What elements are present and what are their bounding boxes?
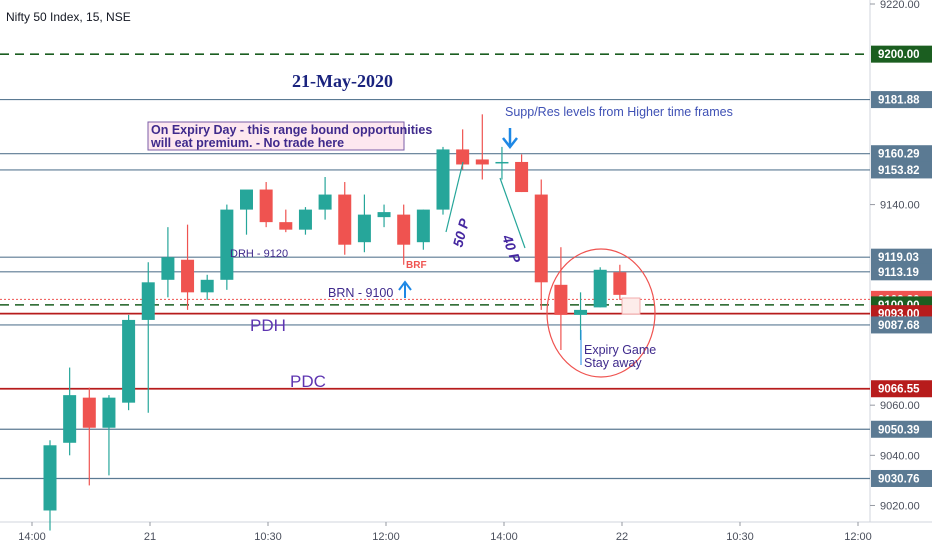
level-label-0: 9200.00 [878,49,920,61]
candle-body-0 [43,445,57,511]
time-tick-label-0: 14:00 [18,531,46,543]
candle-body-14 [318,194,332,210]
arrow-up-icon [398,280,412,298]
candle-body-13 [298,209,312,230]
expiry-note-line1: On Expiry Day - this range bound opportu… [151,123,432,137]
candle-body-24 [515,161,529,193]
candle-body-29 [613,272,627,295]
level-badge-1 [871,91,932,109]
price-tick-label-1: 9040.00 [880,450,920,462]
expiry-game-line2: Stay away [584,356,642,370]
candle-body-17 [377,212,391,218]
expiry-note-line2: will eat premium. - No trade here [150,136,344,150]
level-label-9: 9087.68 [878,320,920,332]
price-tick-label-3: 9140.00 [880,200,920,212]
level-label-4: 9119.03 [878,252,919,264]
candle-body-20 [436,149,450,210]
time-tick-label-7: 12:00 [844,531,872,543]
supp-res-note: Supp/Res levels from Higher time frames [505,105,733,119]
candle-body-2 [82,397,96,428]
expiry-zone-ellipse [546,248,656,378]
date-annotation: 21-May-2020 [292,71,393,91]
candle-body-27 [574,309,588,315]
expiry-game-line1: Expiry Game [584,343,656,357]
candle-body-1 [63,395,77,443]
level-label-12: 9030.76 [878,473,920,485]
pdc-label: PDC [290,372,326,391]
brf-label: BRF [406,260,427,271]
time-tick-label-3: 12:00 [372,531,400,543]
candle-body-4 [122,319,136,403]
candle-body-26 [554,284,568,315]
candle-body-16 [357,214,371,243]
level-badge-11 [871,420,932,438]
level-label-5: 9113.19 [878,267,919,279]
price-tick-label-0: 9020.00 [880,500,920,512]
level-badge-12 [871,469,932,487]
arrow-down-icon [502,128,518,150]
level-badge-5 [871,263,932,281]
time-tick-label-1: 21 [144,531,156,543]
time-tick-label-4: 14:00 [490,531,518,543]
candle-body-3 [102,397,116,428]
forty-point-trendline [499,177,526,249]
brn-label: BRN - 9100 [328,286,393,300]
candle-body-11 [259,189,273,223]
candle-body-28 [593,269,607,308]
time-tick-label-6: 10:30 [726,531,754,543]
candle-body-6 [161,257,175,280]
pdh-label: PDH [250,316,286,335]
support-resistance-levels [0,53,870,480]
level-label-10: 9066.55 [878,384,920,396]
level-badge-9 [871,316,932,334]
level-badge-0 [871,45,932,63]
candle-body-9 [220,209,234,280]
candle-body-23 [495,161,509,164]
price-tick-label-2: 9060.00 [880,400,920,412]
fifty-p-label: 50 P [449,216,472,249]
price-axis-ticks: 9020.00 9040.00 9060.00 9140.00 9220.00 [870,0,920,512]
candle-body-5 [141,282,155,320]
level-label-1: 9181.88 [878,95,920,107]
candle-body-22 [475,159,489,165]
time-axis-ticks: 14:00 21 10:30 12:00 14:00 22 10:30 12:00 [18,522,872,543]
candle-body-12 [279,222,293,230]
level-badge-2 [871,145,932,163]
candle-body-8 [200,279,214,293]
candles [43,114,627,531]
candle-body-15 [338,194,352,245]
level-badge-4 [871,248,932,266]
candle-body-21 [456,149,470,165]
chart-title: Nifty 50 Index, 15, NSE [6,10,131,24]
candle-body-19 [416,209,430,243]
level-badge-10 [871,380,932,398]
candle-body-18 [397,214,411,245]
fifty-point-trendline [445,161,464,233]
level-badge-3 [871,161,932,179]
time-tick-label-5: 22 [616,531,628,543]
level-label-3: 9153.82 [878,165,920,177]
drh-label: DRH - 9120 [230,248,288,260]
price-axis-level-labels: 9200.00 9181.88 9160.29 9153.82 9119.03 9113.… [871,45,932,487]
level-label-2: 9160.29 [878,149,920,161]
level-label-11: 9050.39 [878,424,920,436]
price-tick-label-4: 9220.00 [880,0,920,11]
candle-body-7 [181,259,195,293]
small-box-marker [621,297,641,315]
candle-body-25 [534,194,548,283]
time-tick-label-2: 10:30 [254,531,282,543]
expiry-note-box [147,121,405,151]
candle-body-10 [240,189,253,210]
